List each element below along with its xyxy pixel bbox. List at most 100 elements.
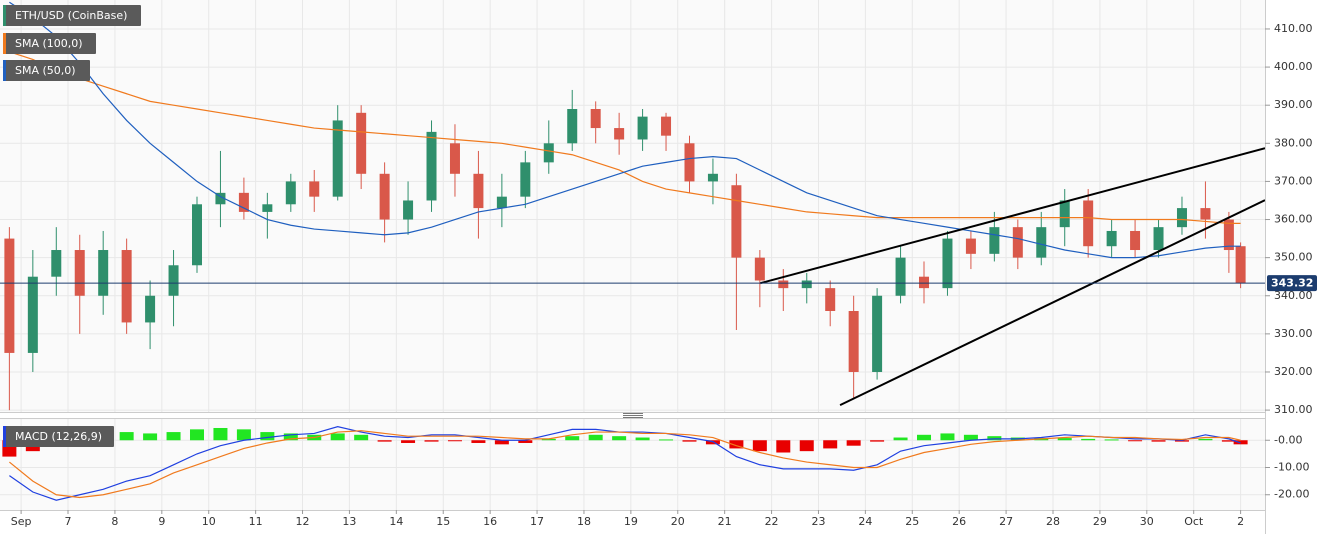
candle-body (403, 200, 414, 220)
macd-histogram-bar (189, 429, 204, 441)
macd-histogram-bar (401, 440, 416, 443)
x-tick-label: 22 (765, 515, 779, 528)
macd-histogram-bar (1233, 440, 1248, 445)
candle-body (778, 280, 789, 289)
legend-swatch (3, 5, 6, 26)
macd-histogram-bar (283, 433, 298, 441)
macd-histogram-bar (143, 433, 158, 441)
candle-body (543, 143, 554, 163)
x-tick-label: 13 (342, 515, 356, 528)
candle-body (1235, 246, 1246, 284)
macd-histogram-bar (236, 429, 251, 441)
macd-histogram-bar (213, 427, 228, 441)
macd-histogram-bar (119, 432, 134, 441)
macd-histogram-bar (799, 440, 814, 452)
y-tick-label: 320.00 (1274, 365, 1313, 378)
candle-body (590, 109, 601, 129)
candle-body (1106, 230, 1117, 247)
candle-body (637, 116, 648, 140)
x-tick-label: 19 (624, 515, 638, 528)
legend-label: SMA (50,0) (15, 64, 76, 77)
macd-line (9, 426, 1241, 501)
candle-body (27, 276, 38, 353)
y-tick-label: -0.00 (1274, 433, 1302, 446)
y-tick-label: -20.00 (1274, 488, 1309, 501)
x-tick-label: 20 (671, 515, 685, 528)
macd-histogram-bar (1128, 440, 1143, 442)
candle-body (98, 250, 109, 296)
x-tick-label: 28 (1046, 515, 1060, 528)
x-tick-label: 21 (718, 515, 732, 528)
candle-body (567, 109, 578, 144)
candle-body (145, 295, 156, 323)
y-tick-label: -10.00 (1274, 460, 1309, 473)
legend-label: ETH/USD (CoinBase) (15, 9, 127, 22)
candle-body (1083, 200, 1094, 247)
macd-histogram-bar (377, 440, 392, 442)
x-tick-label: 30 (1140, 515, 1154, 528)
resize-grip[interactable] (623, 413, 643, 418)
candle-body (848, 311, 859, 372)
main-panel (0, 0, 1265, 412)
macd-histogram-bar (612, 436, 627, 441)
x-tick-label: 24 (858, 515, 872, 528)
x-tick-label: 7 (65, 515, 72, 528)
candle-body (1176, 208, 1187, 228)
macd-histogram-bar (166, 432, 181, 441)
candle-body (309, 181, 320, 197)
x-tick-label: 11 (249, 515, 263, 528)
y-tick-label: 340.00 (1274, 289, 1313, 302)
macd-histogram-bar (1174, 440, 1189, 442)
sma-line (9, 51, 1241, 224)
x-tick-label: 9 (158, 515, 165, 528)
macd-histogram-bar (588, 434, 603, 441)
sma-line (9, 1, 1241, 259)
candle-body (754, 257, 765, 281)
x-tick-label: 18 (577, 515, 591, 528)
candle-body (449, 143, 460, 174)
x-tick-label: 14 (389, 515, 403, 528)
macd-histogram-bar (1198, 438, 1213, 441)
candle-body (895, 257, 906, 296)
candle-body (989, 227, 1000, 254)
trendline (839, 199, 1265, 407)
candle-body (1012, 227, 1023, 258)
y-tick-label: 380.00 (1274, 136, 1313, 149)
macd-histogram-bar (447, 440, 462, 442)
candle-body (872, 295, 883, 372)
macd-grid (0, 419, 1265, 510)
candle-body (4, 238, 15, 353)
macd-histogram-bar (1057, 438, 1072, 441)
candle-body (1200, 208, 1211, 220)
macd-histogram-bar (1151, 440, 1166, 442)
x-tick-label: Sep (11, 515, 32, 528)
x-tick-label: 10 (202, 515, 216, 528)
x-tick-label: 16 (483, 515, 497, 528)
candle-body (262, 204, 273, 212)
y-tick-label: 410.00 (1274, 22, 1313, 35)
macd-histogram-bar (752, 440, 767, 452)
legend: ETH/USD (CoinBase) SMA (100,0) SMA (50,0) M… (3, 5, 141, 447)
macd-histogram-bar (776, 440, 791, 453)
macd-histogram-bar (870, 440, 885, 442)
macd-histogram-bar (565, 436, 580, 441)
y-tick-label: 310.00 (1274, 403, 1313, 416)
candle-body (1036, 227, 1047, 258)
macd-histogram-bar (682, 440, 697, 442)
legend-swatch (3, 60, 6, 81)
macd-histogram-bar (1104, 439, 1119, 441)
candle-body (191, 204, 202, 266)
main-plot (0, 1, 1265, 411)
legend-label: SMA (100,0) (15, 37, 83, 50)
legend-box (3, 5, 141, 26)
y-tick-label: 360.00 (1274, 213, 1313, 226)
macd-histogram-bar (893, 437, 908, 441)
candle-body (74, 250, 85, 296)
x-tick-label: 27 (999, 515, 1013, 528)
y-tick-label: 400.00 (1274, 60, 1313, 73)
macd-histogram-bar (518, 440, 533, 443)
macd-histogram-bar (260, 432, 275, 441)
candle-body (238, 192, 249, 212)
macd-histogram-bar (354, 434, 369, 441)
